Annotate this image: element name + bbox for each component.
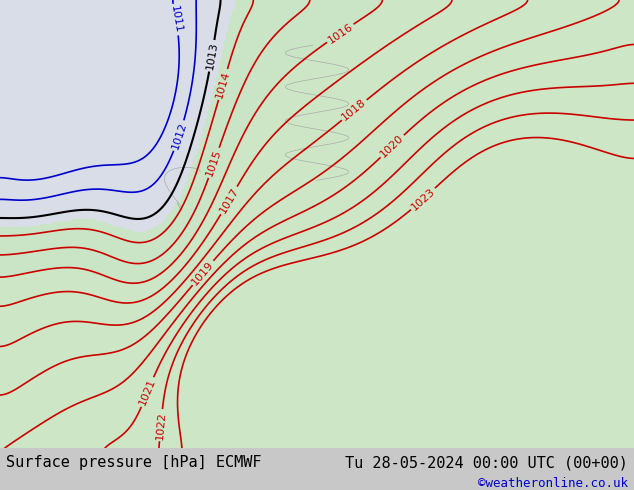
Text: 1022: 1022	[155, 411, 167, 440]
Text: 1014: 1014	[214, 70, 231, 99]
Text: 1017: 1017	[217, 186, 240, 215]
Text: 1023: 1023	[410, 186, 437, 212]
Text: 1020: 1020	[378, 133, 406, 160]
Text: 1018: 1018	[340, 98, 368, 123]
Text: Tu 28-05-2024 00:00 UTC (00+00): Tu 28-05-2024 00:00 UTC (00+00)	[345, 455, 628, 470]
Text: Surface pressure [hPa] ECMWF: Surface pressure [hPa] ECMWF	[6, 455, 262, 470]
Text: 1015: 1015	[205, 148, 223, 178]
Text: 1021: 1021	[138, 377, 157, 407]
Text: 1012: 1012	[170, 121, 188, 150]
Text: 1011: 1011	[169, 5, 183, 34]
Text: 1016: 1016	[326, 21, 354, 45]
Text: 1013: 1013	[205, 41, 219, 71]
Text: 1019: 1019	[190, 259, 216, 287]
Text: ©weatheronline.co.uk: ©weatheronline.co.uk	[477, 477, 628, 490]
